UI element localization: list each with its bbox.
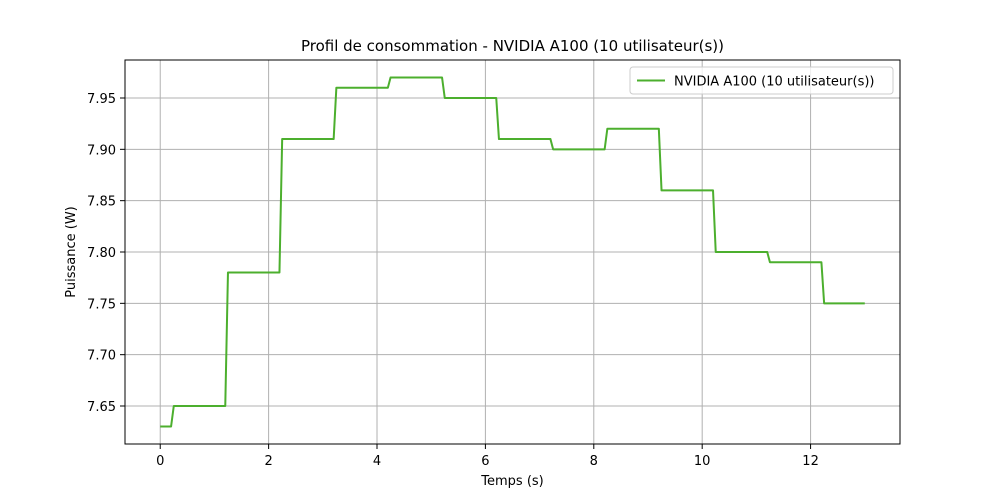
x-tick-label: 8 bbox=[590, 454, 598, 469]
y-tick-label: 7.90 bbox=[87, 143, 116, 158]
x-axis-label: Temps (s) bbox=[480, 474, 543, 489]
x-axis-ticks: 0 2 4 6 8 10 12 bbox=[156, 444, 819, 469]
series-line bbox=[160, 76, 865, 428]
chart-title: Profil de consommation - NVIDIA A100 (10… bbox=[301, 37, 724, 55]
y-axis-ticks: 7.65 7.70 7.75 7.80 7.85 7.90 7.95 bbox=[87, 92, 125, 415]
x-tick-label: 4 bbox=[373, 454, 381, 469]
x-tick-label: 6 bbox=[481, 454, 489, 469]
grid-lines bbox=[125, 60, 900, 444]
x-tick-label: 2 bbox=[264, 454, 272, 469]
legend-box bbox=[629, 66, 894, 95]
legend-entry-label: NVIDIA A100 (10 utilisateur(s)) bbox=[674, 75, 874, 90]
y-tick-label: 7.95 bbox=[87, 92, 116, 107]
y-tick-label: 7.70 bbox=[87, 349, 116, 364]
y-axis-label: Puissance (W) bbox=[64, 206, 79, 298]
y-tick-label: 7.80 bbox=[87, 246, 116, 261]
y-tick-label: 7.65 bbox=[87, 400, 116, 415]
y-tick-label: 7.75 bbox=[87, 297, 116, 312]
x-tick-label: 12 bbox=[802, 454, 819, 469]
series-layer bbox=[160, 76, 865, 428]
legend: NVIDIA A100 (10 utilisateur(s)) bbox=[629, 66, 894, 95]
y-tick-label: 7.85 bbox=[87, 195, 116, 210]
x-tick-label: 0 bbox=[156, 454, 164, 469]
x-tick-label: 10 bbox=[694, 454, 711, 469]
